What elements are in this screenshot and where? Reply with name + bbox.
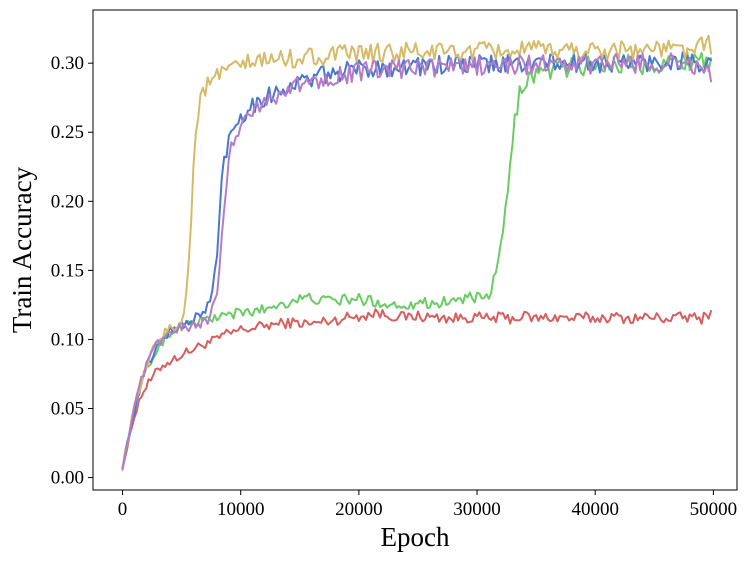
x-tick-label: 30000: [453, 499, 501, 520]
series-line-4: [121, 34, 712, 472]
y-axis-title: Train Accuracy: [7, 166, 37, 333]
x-axis-ticks: 0 10000 20000 30000 40000 50000: [118, 490, 737, 520]
y-tick-label: 0.00: [51, 468, 84, 489]
x-tick-label: 20000: [335, 499, 383, 520]
series-line-5: [121, 52, 712, 470]
y-tick-label: 0.30: [51, 53, 84, 74]
x-tick-label: 10000: [217, 499, 265, 520]
y-tick-label: 0.05: [51, 399, 84, 420]
x-tick-label: 50000: [690, 499, 738, 520]
y-tick-label: 0.15: [51, 260, 84, 281]
x-tick-label: 40000: [571, 499, 619, 520]
x-tick-label: 0: [118, 499, 128, 520]
x-axis-title: Epoch: [381, 522, 450, 552]
y-tick-label: 0.20: [51, 191, 84, 212]
series-line-1: [121, 308, 712, 471]
series-layer: [121, 34, 712, 472]
y-tick-label: 0.25: [51, 122, 84, 143]
y-axis-ticks: 0.00 0.05 0.10 0.15 0.20 0.25 0.30: [51, 53, 93, 489]
plot-frame: [92, 9, 738, 491]
series-line-3: [121, 51, 712, 471]
series-line-2: [121, 51, 712, 471]
y-tick-label: 0.10: [51, 329, 84, 350]
